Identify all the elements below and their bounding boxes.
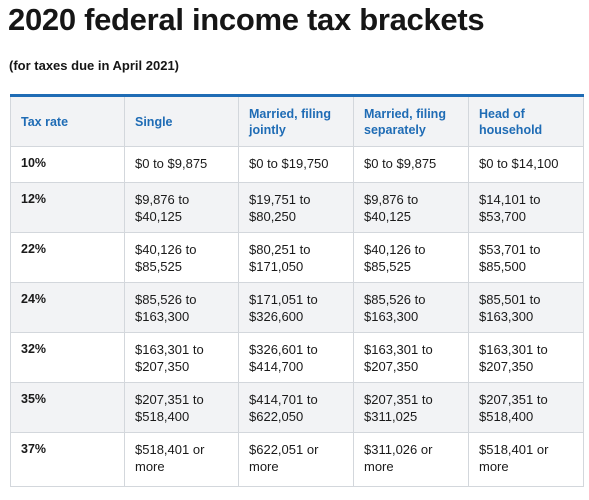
single-cell: $0 to $9,875 <box>124 146 239 183</box>
table-row: 35% $207,351 to $518,400 $414,701 to $62… <box>10 382 584 433</box>
single-cell: $163,301 to $207,350 <box>124 332 239 383</box>
tax-rate-cell: 22% <box>10 232 125 283</box>
married-separately-cell: $40,126 to $85,525 <box>353 232 469 283</box>
head-of-household-cell: $14,101 to $53,700 <box>468 182 584 233</box>
header-single: Single <box>124 95 239 147</box>
head-of-household-cell: $53,701 to $85,500 <box>468 232 584 283</box>
table-header-row: Tax rate Single Married, filing jointly … <box>10 95 584 147</box>
head-of-household-cell: $85,501 to $163,300 <box>468 282 584 333</box>
head-of-household-cell: $518,401 or more <box>468 432 584 487</box>
page-title: 2020 federal income tax brackets <box>8 2 485 37</box>
married-separately-cell: $0 to $9,875 <box>353 146 469 183</box>
married-separately-cell: $85,526 to $163,300 <box>353 282 469 333</box>
single-cell: $40,126 to $85,525 <box>124 232 239 283</box>
table-row: 32% $163,301 to $207,350 $326,601 to $41… <box>10 332 584 383</box>
header-married-separately: Married, filing separately <box>353 95 469 147</box>
single-cell: $85,526 to $163,300 <box>124 282 239 333</box>
married-separately-cell: $311,026 or more <box>353 432 469 487</box>
married-jointly-cell: $0 to $19,750 <box>238 146 354 183</box>
tax-brackets-table: Tax rate Single Married, filing jointly … <box>10 94 584 487</box>
single-cell: $518,401 or more <box>124 432 239 487</box>
single-cell: $9,876 to $40,125 <box>124 182 239 233</box>
married-jointly-cell: $19,751 to $80,250 <box>238 182 354 233</box>
married-separately-cell: $163,301 to $207,350 <box>353 332 469 383</box>
header-married-jointly: Married, filing jointly <box>238 95 354 147</box>
married-jointly-cell: $171,051 to $326,600 <box>238 282 354 333</box>
head-of-household-cell: $163,301 to $207,350 <box>468 332 584 383</box>
table-row: 12% $9,876 to $40,125 $19,751 to $80,250… <box>10 182 584 233</box>
header-tax-rate: Tax rate <box>10 95 125 147</box>
table-row: 37% $518,401 or more $622,051 or more $3… <box>10 432 584 487</box>
head-of-household-cell: $207,351 to $518,400 <box>468 382 584 433</box>
table-row: 10% $0 to $9,875 $0 to $19,750 $0 to $9,… <box>10 146 584 183</box>
page-subtitle: (for taxes due in April 2021) <box>9 58 180 73</box>
tax-rate-cell: 24% <box>10 282 125 333</box>
header-head-of-household: Head of household <box>468 95 584 147</box>
tax-rate-cell: 32% <box>10 332 125 383</box>
table-row: 24% $85,526 to $163,300 $171,051 to $326… <box>10 282 584 333</box>
married-jointly-cell: $326,601 to $414,700 <box>238 332 354 383</box>
tax-rate-cell: 35% <box>10 382 125 433</box>
single-cell: $207,351 to $518,400 <box>124 382 239 433</box>
tax-rate-cell: 37% <box>10 432 125 487</box>
married-jointly-cell: $414,701 to $622,050 <box>238 382 354 433</box>
tax-rate-cell: 12% <box>10 182 125 233</box>
married-jointly-cell: $80,251 to $171,050 <box>238 232 354 283</box>
head-of-household-cell: $0 to $14,100 <box>468 146 584 183</box>
tax-rate-cell: 10% <box>10 146 125 183</box>
married-separately-cell: $207,351 to $311,025 <box>353 382 469 433</box>
married-separately-cell: $9,876 to $40,125 <box>353 182 469 233</box>
table-row: 22% $40,126 to $85,525 $80,251 to $171,0… <box>10 232 584 283</box>
married-jointly-cell: $622,051 or more <box>238 432 354 487</box>
